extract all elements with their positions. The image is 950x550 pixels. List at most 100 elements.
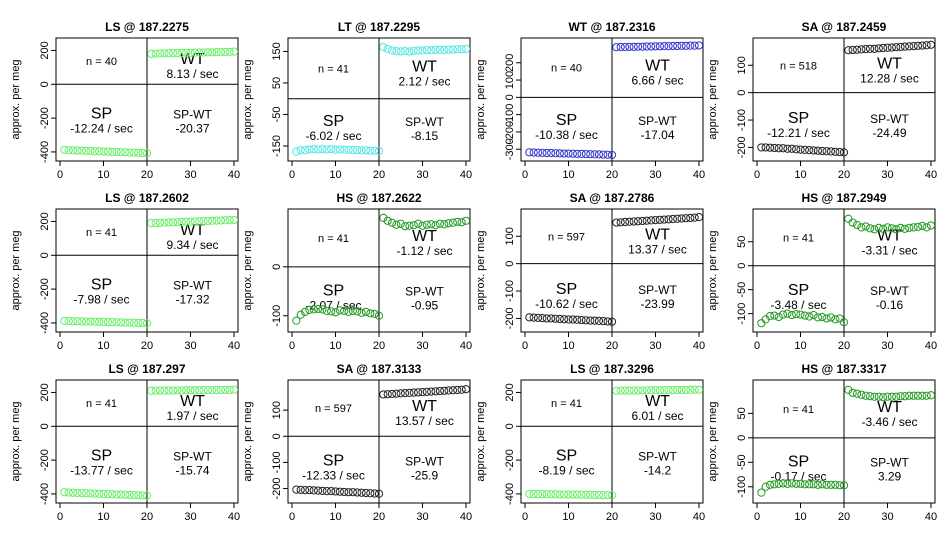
y-axis-label: approx. per meg <box>475 59 487 139</box>
sp-point <box>831 315 840 324</box>
sp-point <box>551 314 560 323</box>
y-axis-label: approx. per meg <box>707 401 719 481</box>
wt-point <box>405 221 414 230</box>
sp-rate: -10.38 / sec <box>535 128 598 142</box>
sp-point <box>331 487 340 496</box>
x-tick-label: 0 <box>522 169 528 181</box>
wt-point <box>396 389 405 398</box>
sp-point <box>292 147 301 156</box>
sp-point <box>90 147 99 156</box>
chart-panel: LS @ 187.2275 0 10 20 30 40 -400 -200 0 200 approx… <box>10 20 240 181</box>
wt-point <box>160 218 169 227</box>
panel-title: SA @ 187.3133 <box>337 362 422 376</box>
sp-point <box>357 308 366 317</box>
wt-point <box>444 45 453 54</box>
wt-point <box>155 218 165 227</box>
wt-point <box>177 386 186 395</box>
wt-label: WT <box>180 51 205 68</box>
wt-label: WT <box>877 227 902 244</box>
sp-point <box>800 480 809 489</box>
sp-label: SP <box>788 453 809 470</box>
x-tick-label: 10 <box>562 169 574 181</box>
wt-point <box>694 213 704 222</box>
wt-point <box>857 45 866 54</box>
sp-point <box>77 488 86 498</box>
chart-panel: SA @ 187.3133 0 10 20 30 40 -200 -100 0 100 approx… <box>242 362 472 523</box>
wt-point <box>182 48 191 57</box>
wt-point <box>660 42 669 51</box>
sp-wt-value: -14.2 <box>644 464 672 478</box>
sp-point <box>82 489 91 498</box>
sp-label: SP <box>323 282 344 299</box>
wt-point <box>444 386 453 395</box>
wt-point <box>918 41 927 50</box>
sp-point <box>568 490 577 499</box>
chart-panel: HS @ 187.3317 0 10 20 30 40 -100 -50 0 50 approx. … <box>707 362 937 523</box>
sp-point <box>374 146 384 156</box>
sp-wt-label: SP-WT <box>870 112 909 126</box>
x-tick-label: 20 <box>141 511 153 523</box>
wt-point <box>612 43 621 52</box>
wt-point <box>892 392 901 401</box>
sp-point <box>86 317 95 326</box>
wt-point <box>926 40 936 49</box>
x-tick-label: 40 <box>460 340 472 352</box>
sp-point <box>353 488 362 497</box>
wt-point <box>887 43 896 52</box>
sp-point <box>586 490 595 499</box>
y-tick-label: 100 <box>504 71 516 89</box>
sp-wt-label: SP-WT <box>173 108 212 122</box>
wt-point <box>457 45 466 54</box>
y-tick-label: -200 <box>504 121 516 143</box>
sp-point <box>594 316 604 325</box>
n-label: n = 41 <box>783 404 814 416</box>
sp-point <box>796 145 805 154</box>
sp-wt-value: -24.49 <box>872 126 906 140</box>
y-tick-label: 0 <box>736 435 748 441</box>
sp-point <box>129 148 139 157</box>
sp-point <box>344 488 353 497</box>
sp-point <box>335 145 344 154</box>
sp-point <box>103 317 112 327</box>
wt-point <box>892 43 901 52</box>
sp-point <box>547 490 556 499</box>
wt-point <box>677 41 686 50</box>
sp-point <box>134 491 143 500</box>
x-tick-label: 10 <box>97 340 109 352</box>
sp-point <box>765 480 775 489</box>
sp-rate: -12.21 / sec <box>767 126 830 140</box>
sp-point <box>353 145 362 155</box>
wt-point <box>634 42 643 51</box>
wt-point <box>221 385 230 395</box>
sp-point <box>357 488 366 497</box>
x-tick-label: 40 <box>693 340 705 352</box>
x-tick-label: 10 <box>97 169 109 181</box>
wt-point <box>383 44 392 54</box>
sp-point <box>813 313 823 322</box>
sp-point <box>581 149 591 159</box>
sp-wt-value: -15.74 <box>175 464 209 478</box>
wt-point <box>208 48 217 57</box>
sp-point <box>108 490 117 499</box>
sp-point <box>68 317 78 326</box>
y-tick-label: 0 <box>736 263 748 269</box>
wt-point <box>655 42 664 51</box>
wt-point <box>681 385 691 395</box>
wt-point <box>435 219 444 228</box>
sp-point <box>770 143 779 153</box>
wt-point <box>900 392 910 401</box>
sp-point <box>73 317 82 326</box>
wt-point <box>431 45 440 54</box>
wt-point <box>461 385 471 394</box>
wt-point <box>883 392 892 401</box>
sp-point <box>555 149 564 158</box>
sp-label: SP <box>556 112 577 129</box>
y-axis-label: approx. per meg <box>242 401 254 481</box>
x-tick-label: 30 <box>881 169 893 181</box>
wt-point <box>874 223 883 232</box>
wt-point <box>212 216 221 225</box>
y-tick-label: -50 <box>736 454 748 470</box>
wt-point <box>203 48 212 57</box>
x-tick-label: 0 <box>289 340 295 352</box>
